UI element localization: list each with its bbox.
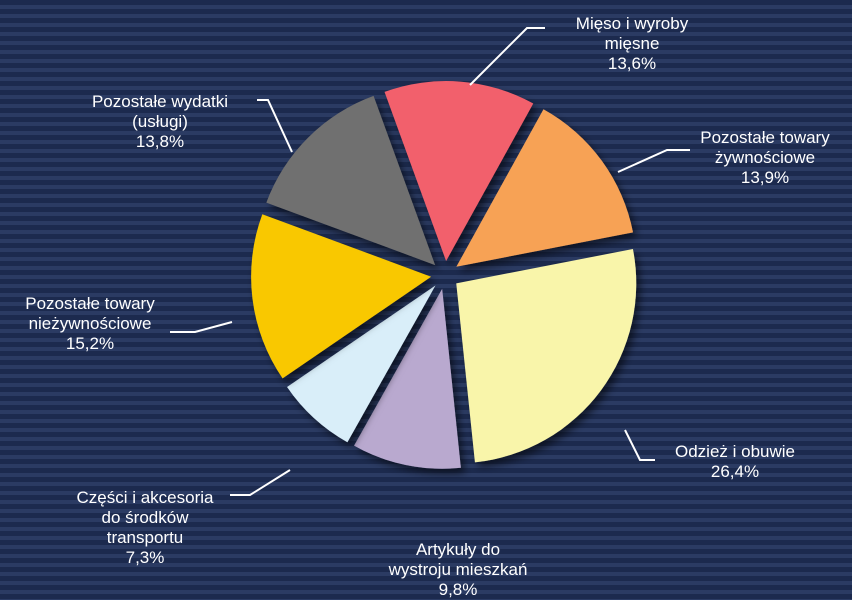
pie-slice <box>251 214 432 379</box>
category-name: Części i akcesoria do środków transportu <box>76 488 214 547</box>
slice-label: Odzież i obuwie 26,4% <box>615 442 852 482</box>
slice-label: Mięso i wyroby mięsne 13,6% <box>512 14 752 74</box>
category-name: Artykuły do wystroju mieszkań <box>388 540 528 579</box>
category-name: Mięso i wyroby mięsne <box>575 14 689 53</box>
slice-label: Pozostałe towary żywnościowe 13,9% <box>645 128 852 188</box>
leader-line <box>617 149 690 173</box>
leader-line <box>257 99 293 153</box>
slice-label: Artykuły do wystroju mieszkań 9,8% <box>338 540 578 600</box>
leader-line <box>170 321 233 333</box>
category-name: Pozostałe wydatki (usługi) <box>91 92 229 131</box>
pie-slice <box>287 285 436 443</box>
value-label: 13,6% <box>607 54 657 73</box>
pie-slice <box>266 95 436 266</box>
pie-slice <box>354 288 461 469</box>
pie-slice <box>384 81 534 262</box>
value-label: 26,4% <box>710 462 760 481</box>
slice-label: Pozostałe towary nieżywnościowe 15,2% <box>0 294 210 354</box>
slice-label: Pozostałe wydatki (usługi) 13,8% <box>40 92 280 152</box>
leader-line <box>230 469 291 496</box>
leader-lines <box>170 27 690 496</box>
category-name: Odzież i obuwie <box>674 442 795 461</box>
slice-label: Części i akcesoria do środków transportu… <box>25 488 265 568</box>
category-name: Pozostałe towary nieżywnościowe <box>25 294 155 333</box>
leader-line <box>469 27 545 86</box>
value-label: 13,8% <box>135 132 185 151</box>
value-label: 13,9% <box>740 168 790 187</box>
value-label: 9,8% <box>438 580 478 599</box>
category-name: Pozostałe towary żywnościowe <box>700 128 830 167</box>
value-label: 15,2% <box>65 334 115 353</box>
leader-line <box>624 429 655 461</box>
value-label: 7,3% <box>125 548 165 567</box>
pie-slice <box>456 109 634 267</box>
pie-slice <box>456 248 637 463</box>
